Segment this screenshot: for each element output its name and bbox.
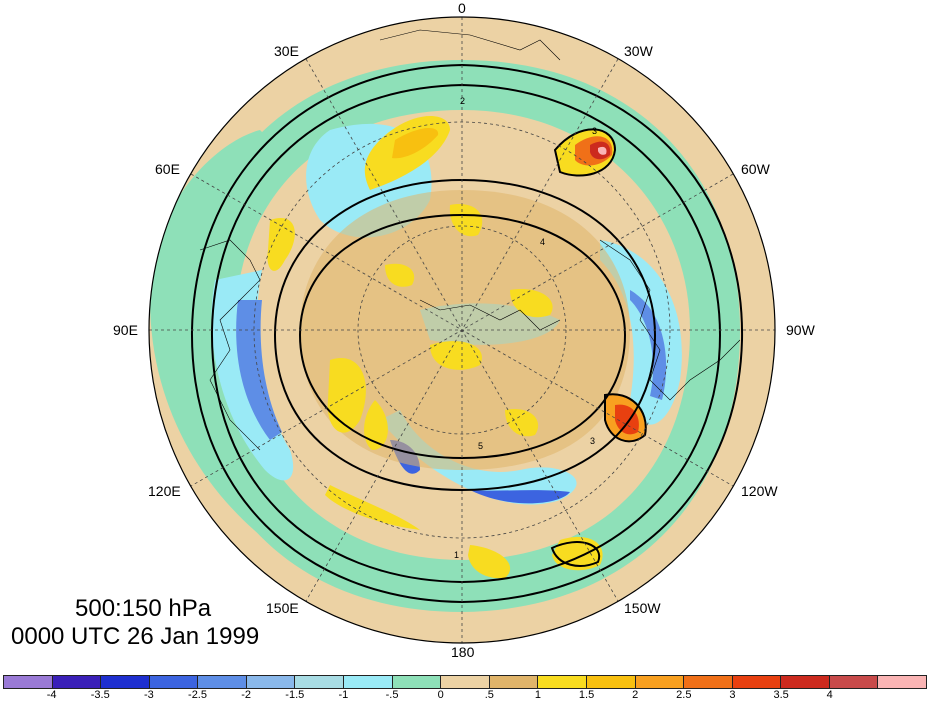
shading-yellow-ssw	[468, 545, 511, 579]
colorbar-box	[489, 675, 539, 689]
lon-label-0: 0	[458, 0, 466, 16]
shading-yellow-c5	[505, 409, 539, 437]
colorbar-box	[198, 675, 247, 689]
colorbar-tick-label: -2	[241, 689, 252, 701]
lon-label-120e: 120E	[148, 483, 181, 499]
shading-yellow-c2	[510, 289, 553, 318]
coastline-2	[599, 239, 741, 401]
shading-tan-inner	[300, 190, 630, 470]
lon-label-150e: 150E	[266, 600, 299, 616]
colorbar-tick-label: -.5	[385, 689, 399, 701]
contour-7	[550, 541, 601, 567]
lon-label-30w: 30W	[624, 43, 653, 59]
contour-label-4: 4	[540, 237, 545, 247]
colorbar-box	[149, 675, 199, 689]
colorbar-tick-label: -1	[338, 689, 349, 701]
colorbar-box	[732, 675, 782, 689]
shading-blue-west	[236, 300, 282, 440]
shading-blue-east	[630, 290, 667, 400]
map-boundary	[148, 16, 776, 644]
colorbar-box	[344, 675, 393, 689]
shading-cyan-south	[380, 410, 577, 505]
colorbar-box	[586, 675, 636, 689]
shading-pink-ne	[598, 146, 607, 155]
colorbar-tick-label: -3.5	[90, 689, 110, 701]
shading-yellow-w	[267, 218, 295, 271]
colorbar-box	[829, 675, 879, 689]
contour-label-3: 3	[592, 126, 597, 136]
colorbar-box	[781, 675, 830, 689]
colorbar-box	[295, 675, 345, 689]
lon-label-90w: 90W	[786, 322, 815, 338]
colorbar-tick-label: .5	[484, 689, 494, 701]
shading-blue-south2	[470, 490, 570, 504]
lon-label-60e: 60E	[155, 161, 180, 177]
contour-label-5: 5	[478, 441, 483, 451]
shading-yellow-sw2	[364, 400, 388, 450]
colorbar-tick-label: -3	[144, 689, 154, 701]
shading-light-green-arc	[150, 130, 360, 590]
colorbar-box	[635, 675, 685, 689]
lon-label-150w: 150W	[624, 600, 661, 616]
colorbar-box	[246, 675, 296, 689]
colorbar-box	[52, 675, 102, 689]
colorbar-tick-label: 1.5	[578, 689, 595, 701]
title-datetime: 0000 UTC 26 Jan 1999	[11, 623, 260, 650]
shading-red-e	[615, 404, 639, 435]
lon-label-90e: 90E	[113, 322, 138, 338]
contour-3	[273, 178, 657, 492]
title-levels: 500:150 hPa	[75, 595, 212, 622]
lon-label-120w: 120W	[741, 483, 778, 499]
lon-label-30e: 30E	[274, 43, 299, 59]
shading-yellow-s	[325, 485, 420, 530]
colorbar-box	[878, 675, 927, 689]
colorbar-tick-label: -1.5	[285, 689, 305, 701]
colorbar	[3, 675, 927, 689]
colorbar-tick-label: 1	[534, 689, 541, 701]
colorbar-box	[538, 675, 587, 689]
contour-5	[553, 128, 617, 177]
shading-yellow-sw	[327, 358, 366, 433]
colorbar-tick-label: 3.5	[773, 689, 789, 701]
contour-label-2: 2	[460, 96, 465, 106]
colorbar-tick-label: 2.5	[676, 689, 692, 701]
shading-yellow-c4	[449, 204, 483, 237]
colorbar-box	[101, 675, 150, 689]
colorbar-box	[3, 675, 53, 689]
colorbar-box	[684, 675, 733, 689]
colorbar-tick-label: 2	[632, 689, 639, 701]
shading-yellow-c3	[385, 263, 415, 287]
colorbar-box	[441, 675, 490, 689]
colorbar-tick-label: 4	[826, 689, 833, 701]
colorbar-tick-label: -2.5	[188, 689, 207, 701]
colorbar-tick-label: 0	[437, 689, 444, 701]
colorbar-tick-label: -4	[46, 689, 57, 701]
contour-label-3b: 3	[590, 436, 595, 446]
colorbar-tick-label: 3	[729, 689, 736, 701]
coastline-1	[199, 239, 261, 451]
shading-orange-n	[392, 128, 439, 159]
colorbar-box	[392, 675, 442, 689]
coastline-3	[379, 29, 561, 61]
contour-label-1: 1	[454, 550, 459, 560]
lon-label-60w: 60W	[741, 161, 770, 177]
lon-label-180: 180	[451, 644, 475, 660]
